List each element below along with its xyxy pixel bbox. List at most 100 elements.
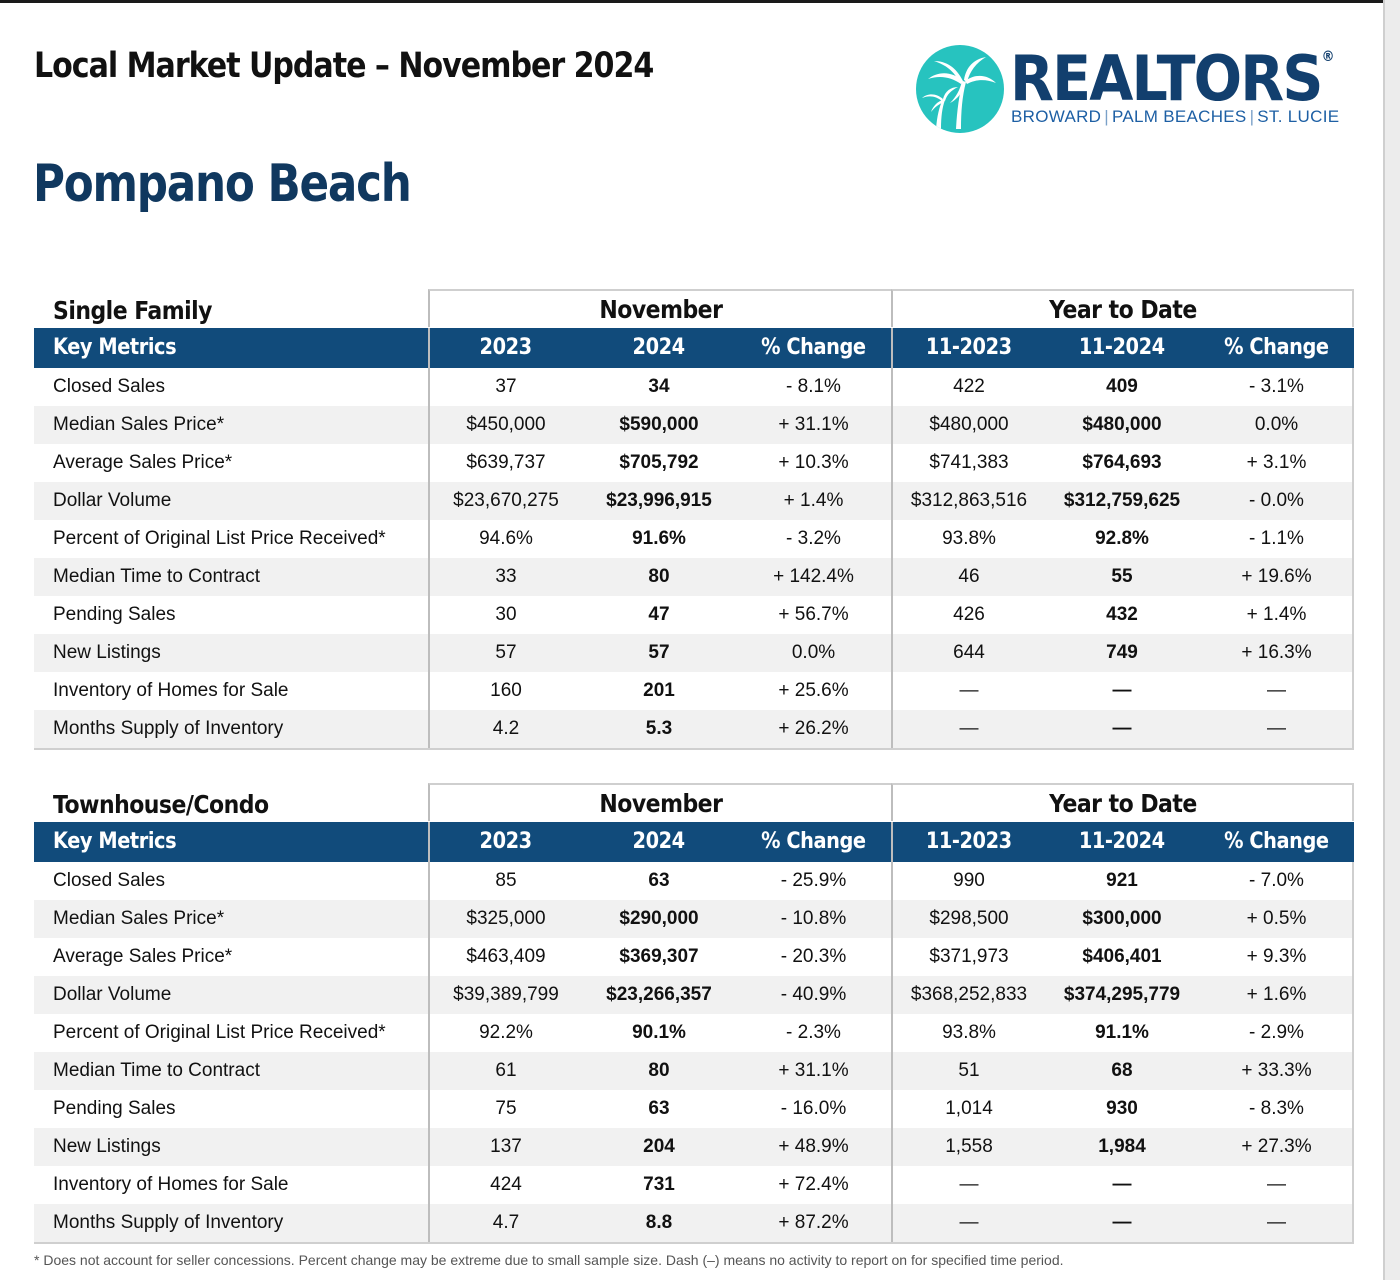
value-cell: 91.6% [632, 528, 686, 549]
value-cell: $764,693 [1082, 452, 1162, 473]
value-cell: $639,737 [428, 444, 582, 482]
column-header-row: Key Metrics 2023 2024 % Change 11-2023 1… [34, 822, 1354, 862]
column-header: 11-2023 [891, 822, 1045, 862]
value-cell: 409 [1106, 376, 1138, 397]
value-cell: $298,500 [891, 900, 1045, 938]
value-cell: 57 [428, 634, 582, 672]
value-cell: $741,383 [891, 444, 1045, 482]
change-cell: - 3.2% [786, 528, 841, 549]
change-cell: - 20.3% [780, 946, 847, 967]
change-cell: + 10.3% [778, 452, 849, 473]
logo-registered-mark: ® [1321, 49, 1335, 65]
value-cell: 37 [428, 368, 582, 406]
change-cell: + 33.3% [1241, 1060, 1312, 1081]
scrollbar-track[interactable] [1383, 0, 1400, 1280]
value-cell: — [1112, 1174, 1132, 1195]
value-cell: 990 [891, 862, 1045, 900]
value-cell: 92.2% [428, 1014, 582, 1052]
value-cell: — [891, 1166, 1045, 1204]
change-cell: + 142.4% [773, 566, 854, 587]
value-cell: 55 [1111, 566, 1133, 587]
logo-region: BROWARD [1011, 107, 1102, 126]
column-header-row: Key Metrics 2023 2024 % Change 11-2023 1… [34, 328, 1354, 368]
value-cell: $450,000 [428, 406, 582, 444]
metric-name-cell: Pending Sales [53, 1098, 176, 1119]
value-cell: $368,252,833 [891, 976, 1045, 1014]
table-group-header: Single Family November Year to Date [34, 289, 1354, 328]
change-cell: + 1.6% [1246, 984, 1307, 1005]
logo-region: PALM BEACHES [1111, 107, 1247, 126]
change-cell: - 3.1% [1249, 376, 1304, 397]
value-cell: 63 [648, 870, 670, 891]
table-row: Median Time to Contract 61 80 + 31.1% 51 68 + … [34, 1052, 1352, 1090]
table-body: Closed Sales 85 63 - 25.9% 990 921 - 7.0% Media… [34, 862, 1354, 1244]
table-row: Median Sales Price* $450,000 $590,000 + 31.… [34, 406, 1352, 444]
metric-name-cell: Inventory of Homes for Sale [53, 1174, 289, 1195]
table-row: New Listings 57 57 0.0% 644 749 + 16.3% [34, 634, 1352, 672]
change-cell: - 8.1% [786, 376, 841, 397]
column-header: Key Metrics [53, 829, 177, 854]
table-row: Median Time to Contract 33 80 + 142.4% 46 55 +… [34, 558, 1352, 596]
change-cell: — [1267, 1212, 1286, 1233]
table-row: Average Sales Price* $639,737 $705,792 + 10… [34, 444, 1352, 482]
table-row: Pending Sales 75 63 - 16.0% 1,014 930 - 8.3% [34, 1090, 1352, 1128]
realtors-logo: REALTORS® BROWARD | PALM BEACHES | ST. LUCIE [914, 42, 1359, 137]
metric-name-cell: Dollar Volume [53, 490, 172, 511]
table-group-header: Townhouse/Condo November Year to Date [34, 783, 1354, 822]
value-cell: — [891, 1204, 1045, 1242]
column-header: 11-2024 [1079, 335, 1165, 360]
change-cell: + 9.3% [1246, 946, 1307, 967]
metric-name-cell: Median Time to Contract [53, 1060, 260, 1081]
value-cell: $705,792 [619, 452, 699, 473]
single-family-table: Single Family November Year to Date Key … [34, 289, 1354, 750]
palm-tree-icon [916, 45, 1004, 133]
logo-region: ST. LUCIE [1257, 107, 1340, 126]
value-cell: 1,014 [891, 1090, 1045, 1128]
city-title: Pompano Beach [33, 154, 412, 214]
change-cell: 0.0% [791, 642, 836, 663]
change-cell: + 1.4% [783, 490, 844, 511]
value-cell: 30 [428, 596, 582, 634]
value-cell: $23,996,915 [606, 490, 712, 511]
group-header-ytd: Year to Date [891, 783, 1354, 821]
change-cell: - 8.3% [1249, 1098, 1304, 1119]
metric-name-cell: Months Supply of Inventory [53, 718, 284, 739]
column-header: 2024 [632, 829, 686, 854]
value-cell: 85 [428, 862, 582, 900]
value-cell: $290,000 [619, 908, 699, 929]
value-cell: 731 [643, 1174, 675, 1195]
value-cell: — [1112, 1212, 1132, 1233]
metric-name-cell: Average Sales Price* [53, 452, 233, 473]
value-cell: — [891, 672, 1045, 710]
metric-name-cell: Dollar Volume [53, 984, 172, 1005]
column-header: 2023 [428, 822, 582, 862]
change-cell: - 1.1% [1249, 528, 1304, 549]
table-row: Closed Sales 37 34 - 8.1% 422 409 - 3.1% [34, 368, 1352, 406]
change-cell: - 0.0% [1249, 490, 1304, 511]
table-row: Average Sales Price* $463,409 $369,307 - 20… [34, 938, 1352, 976]
value-cell: 8.8 [645, 1212, 673, 1233]
change-cell: + 31.1% [778, 1060, 849, 1081]
table-row: Median Sales Price* $325,000 $290,000 - 10.… [34, 900, 1352, 938]
value-cell: — [1112, 718, 1132, 739]
group-header-month: November [428, 783, 891, 821]
column-header: Key Metrics [53, 335, 177, 360]
metric-name-cell: Closed Sales [53, 870, 165, 891]
group-header-month: November [428, 289, 891, 327]
column-header: % Change [1224, 335, 1329, 360]
table-title: Townhouse/Condo [53, 790, 269, 819]
value-cell: $480,000 [891, 406, 1045, 444]
change-cell: - 7.0% [1249, 870, 1304, 891]
value-cell: 57 [648, 642, 670, 663]
change-cell: + 3.1% [1246, 452, 1307, 473]
change-cell: 0.0% [1254, 414, 1299, 435]
metric-name-cell: Months Supply of Inventory [53, 1212, 284, 1233]
value-cell: $371,973 [891, 938, 1045, 976]
change-cell: - 2.3% [786, 1022, 841, 1043]
change-cell: + 26.2% [778, 718, 849, 739]
value-cell: 63 [648, 1098, 670, 1119]
group-header-ytd: Year to Date [891, 289, 1354, 327]
change-cell: + 19.6% [1241, 566, 1312, 587]
value-cell: 80 [648, 1060, 670, 1081]
metric-name-cell: Median Time to Contract [53, 566, 260, 587]
